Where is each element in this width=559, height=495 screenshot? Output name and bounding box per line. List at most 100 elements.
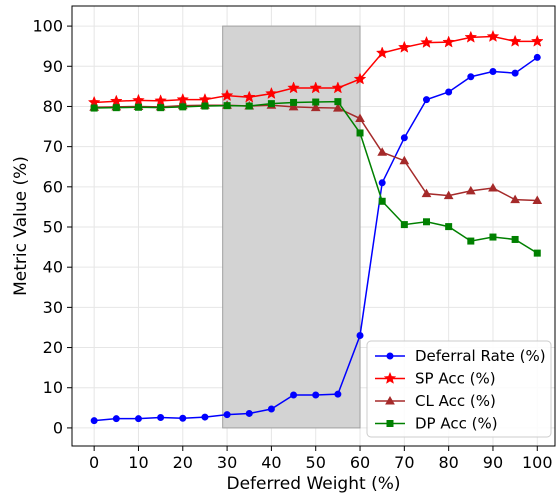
data-point	[511, 235, 519, 243]
data-point	[399, 155, 410, 165]
data-point	[223, 102, 231, 110]
legend-marker	[386, 352, 394, 360]
legend-label: SP Acc (%)	[415, 370, 496, 388]
data-point	[533, 249, 541, 257]
series-0	[90, 53, 541, 425]
data-point	[242, 90, 256, 103]
legend-label: DP Acc (%)	[415, 415, 498, 433]
data-point	[220, 88, 234, 102]
y-tick-label: 90	[43, 57, 63, 76]
data-point	[488, 183, 498, 192]
series-layer	[87, 29, 544, 425]
data-point	[157, 104, 165, 112]
x-tick-label: 20	[173, 453, 193, 472]
data-point	[356, 129, 364, 137]
data-point	[486, 29, 500, 42]
x-tick-label: 40	[261, 453, 281, 472]
legend-entry-1: SP Acc (%)	[375, 370, 496, 388]
data-point	[134, 415, 142, 423]
y-tick-label: 0	[53, 418, 63, 437]
data-point	[465, 185, 476, 195]
data-point	[400, 221, 408, 229]
data-point	[290, 98, 298, 106]
data-point	[287, 81, 300, 94]
data-point	[445, 223, 453, 231]
data-point	[333, 103, 343, 112]
data-point	[201, 413, 209, 421]
y-tick-label: 40	[43, 258, 63, 277]
axes-layer: 0 10 20 30 40 50 60 70 80 90 100 0 10 20 30 40 50 60 70 80 9…	[32, 5, 556, 472]
legend-label: CL Acc (%)	[415, 392, 496, 410]
data-point	[422, 218, 430, 226]
data-point	[312, 98, 320, 106]
data-point	[489, 67, 497, 75]
x-tick-label: 90	[483, 453, 503, 472]
data-point	[443, 190, 454, 200]
y-tick-label: 60	[43, 177, 63, 196]
data-point	[464, 30, 478, 43]
x-tick-label: 100	[522, 453, 553, 472]
data-point	[397, 40, 411, 53]
series-1	[87, 29, 544, 108]
data-point	[309, 81, 323, 94]
data-point	[201, 102, 209, 110]
data-point	[310, 102, 321, 112]
data-point	[267, 100, 275, 108]
data-point	[334, 98, 342, 106]
legend-marker	[385, 395, 395, 405]
data-point	[467, 237, 475, 245]
data-point	[467, 73, 475, 81]
x-tick-label: 80	[438, 453, 458, 472]
legend-entry-2: CL Acc (%)	[375, 392, 496, 410]
legend-label: Deferral Rate (%)	[415, 347, 546, 365]
data-point	[420, 35, 433, 48]
data-point	[353, 72, 367, 85]
data-point	[267, 405, 275, 413]
data-point	[179, 414, 187, 422]
data-point	[400, 134, 408, 142]
data-point	[378, 197, 386, 205]
data-point	[422, 96, 430, 104]
legend-entry-3: DP Acc (%)	[375, 415, 498, 433]
y-axis-label: Metric Value (%)	[11, 156, 31, 296]
x-tick-label: 60	[350, 453, 370, 472]
data-point	[245, 409, 253, 417]
shaded-region	[222, 25, 361, 429]
series-3	[90, 98, 541, 257]
x-tick-label: 30	[217, 453, 237, 472]
x-tick-label: 0	[89, 453, 99, 472]
data-point	[112, 415, 120, 423]
data-point	[508, 34, 522, 47]
data-point	[179, 103, 187, 111]
x-tick-label: 50	[306, 453, 326, 472]
data-point	[445, 88, 453, 96]
data-point	[511, 69, 519, 77]
y-tick-label: 80	[43, 97, 63, 116]
data-point	[90, 417, 98, 425]
x-tick-label: 70	[394, 453, 414, 472]
data-point	[334, 390, 342, 398]
data-point	[442, 35, 456, 48]
data-point	[377, 147, 388, 156]
data-point	[378, 179, 386, 187]
data-point	[290, 391, 298, 399]
data-point	[265, 86, 278, 100]
data-point	[533, 53, 541, 61]
data-point	[288, 101, 299, 111]
data-point	[356, 331, 364, 339]
x-tick-label: 10	[128, 453, 148, 472]
shaded-region-rect	[222, 25, 361, 429]
data-point	[532, 195, 543, 204]
y-tick-label: 10	[43, 378, 63, 397]
data-point	[90, 104, 98, 112]
data-point	[223, 411, 231, 419]
data-point	[245, 102, 253, 110]
data-point	[157, 413, 165, 421]
data-point	[421, 188, 432, 198]
data-point	[312, 391, 320, 399]
data-point	[355, 113, 365, 123]
y-tick-label: 20	[43, 338, 63, 357]
data-point	[530, 34, 544, 47]
y-tick-label: 50	[43, 218, 63, 237]
